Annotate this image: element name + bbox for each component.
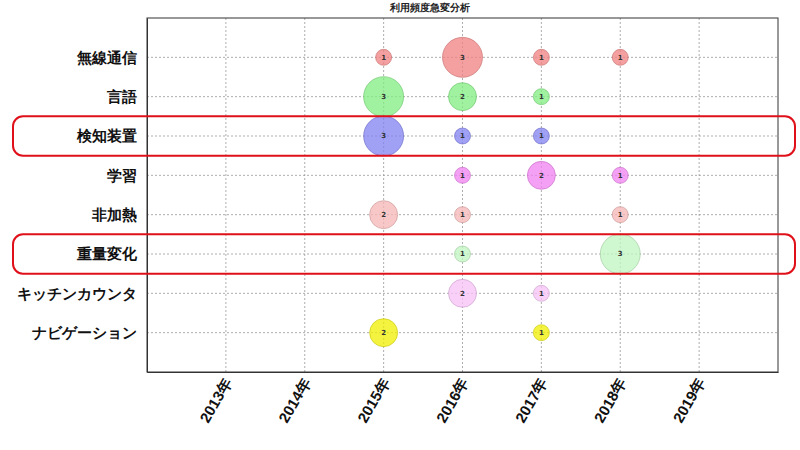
grid bbox=[147, 18, 778, 372]
tick-label: 2013年 bbox=[196, 375, 235, 425]
bubble bbox=[364, 116, 404, 156]
tick: 2015年 bbox=[354, 372, 393, 425]
tick: 2019年 bbox=[669, 372, 708, 425]
data-label: 1 bbox=[539, 93, 544, 101]
bubble bbox=[376, 49, 392, 65]
data-labels: 1 3 1 1 3 2 1 3 1 1 1 2 1 2 1 1 1 3 2 1 2 1 bbox=[381, 54, 623, 337]
tick: 非加熱 bbox=[91, 206, 147, 223]
bubble bbox=[364, 77, 404, 117]
data-label: 2 bbox=[460, 290, 465, 298]
tick: 学習 bbox=[107, 167, 147, 184]
bubble bbox=[443, 37, 483, 77]
tick-label: 検知装置 bbox=[76, 127, 137, 144]
grid-line bbox=[699, 18, 700, 372]
tick-label: 2016年 bbox=[433, 375, 472, 425]
tick-label: 学習 bbox=[107, 167, 137, 184]
bubble bbox=[449, 83, 477, 111]
axis-line bbox=[147, 19, 148, 373]
y-axis: 無線通信言語検知装置学習非加熱重量変化キッチンカウンタナビゲーション bbox=[17, 19, 148, 373]
data-label: 1 bbox=[381, 54, 386, 62]
tick: 2014年 bbox=[275, 372, 314, 425]
tick-label: 2015年 bbox=[354, 375, 393, 425]
tick: 2016年 bbox=[433, 372, 472, 425]
bubble bbox=[533, 285, 549, 301]
bubble bbox=[533, 89, 549, 105]
data-label: 1 bbox=[539, 132, 544, 140]
data-label: 1 bbox=[618, 172, 623, 180]
data-label: 1 bbox=[460, 132, 465, 140]
data-label: 1 bbox=[460, 250, 465, 258]
tick: キッチンカウンタ bbox=[17, 285, 147, 302]
data-label: 2 bbox=[381, 211, 386, 219]
bubbles bbox=[364, 37, 641, 346]
bubble bbox=[612, 167, 628, 183]
bubble bbox=[533, 325, 549, 341]
bubble bbox=[533, 49, 549, 65]
tick-label: 非加熱 bbox=[91, 206, 137, 223]
bubble bbox=[455, 207, 471, 223]
grid-line bbox=[147, 332, 778, 333]
data-label: 2 bbox=[460, 93, 465, 101]
bubble bbox=[600, 234, 640, 274]
tick: 重量変化 bbox=[76, 245, 147, 262]
tick-label: 無線通信 bbox=[76, 49, 137, 66]
tick-label: 2019年 bbox=[669, 375, 708, 425]
highlight-box bbox=[13, 116, 795, 155]
tick: 検知装置 bbox=[76, 127, 147, 144]
tick-label: 2018年 bbox=[590, 375, 629, 425]
tick: ナビゲーション bbox=[32, 324, 147, 341]
bubble bbox=[455, 167, 471, 183]
chart: 利用頻度急変分析2013年2014年2015年2016年2017年2018年20… bbox=[0, 0, 800, 450]
grid-line bbox=[541, 18, 542, 372]
highlights bbox=[13, 116, 795, 273]
grid-line bbox=[225, 18, 226, 372]
bubble bbox=[612, 207, 628, 223]
tick: 2013年 bbox=[196, 372, 235, 425]
title: 利用頻度急変分析 bbox=[389, 2, 470, 13]
data-label: 1 bbox=[618, 54, 623, 62]
data-label: 1 bbox=[618, 211, 623, 219]
data-label: 1 bbox=[539, 54, 544, 62]
highlight-box bbox=[13, 234, 795, 273]
data-label: 1 bbox=[539, 290, 544, 298]
plot-frame bbox=[147, 18, 778, 372]
tick: 2017年 bbox=[512, 372, 551, 425]
tick-label: キッチンカウンタ bbox=[17, 285, 137, 302]
tick-label: 2017年 bbox=[512, 375, 551, 425]
data-label: 3 bbox=[460, 54, 465, 62]
tick-label: 2014年 bbox=[275, 375, 314, 425]
data-label: 3 bbox=[381, 93, 386, 101]
axis-line bbox=[148, 372, 779, 373]
grid-line bbox=[620, 18, 621, 372]
bubble bbox=[449, 279, 477, 307]
tick: 2018年 bbox=[590, 372, 629, 425]
tick-label: 言語 bbox=[106, 88, 137, 105]
bubble bbox=[455, 128, 471, 144]
data-label: 1 bbox=[460, 172, 465, 180]
tick-label: ナビゲーション bbox=[32, 324, 137, 341]
bubble bbox=[370, 201, 398, 229]
data-label: 2 bbox=[381, 329, 386, 337]
data-label: 2 bbox=[539, 172, 544, 180]
data-label: 3 bbox=[618, 250, 623, 258]
data-label: 3 bbox=[381, 132, 386, 140]
tick-label: 重量変化 bbox=[76, 245, 138, 262]
x-axis: 2013年 2014年 2015年 2016年 2017年 2018年 2019年 bbox=[148, 372, 779, 425]
tick: 言語 bbox=[106, 88, 147, 105]
bubble bbox=[370, 319, 398, 347]
data-label: 1 bbox=[460, 211, 465, 219]
bubble bbox=[533, 128, 549, 144]
data-label: 1 bbox=[539, 329, 544, 337]
tick: 無線通信 bbox=[76, 49, 147, 66]
bubble bbox=[612, 49, 628, 65]
grid-line bbox=[304, 18, 305, 372]
bubble bbox=[527, 161, 555, 189]
bubble bbox=[455, 246, 471, 262]
